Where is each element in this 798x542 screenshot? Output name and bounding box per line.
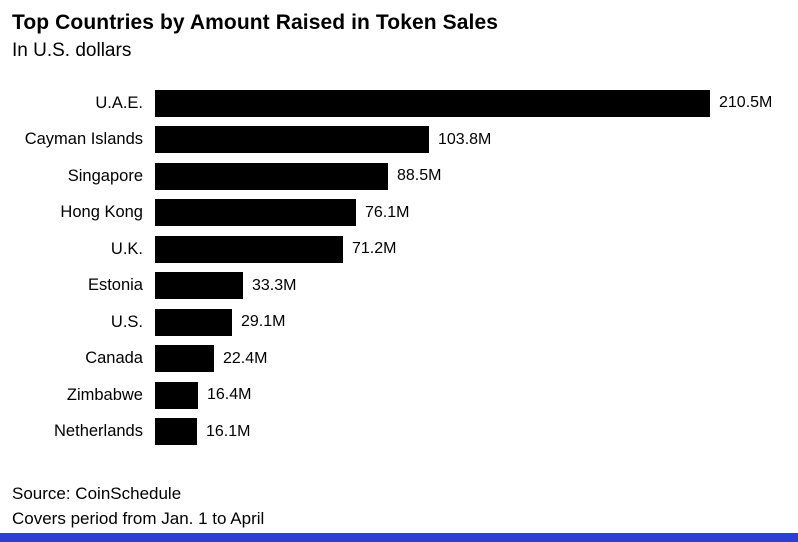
value-label: 16.4M xyxy=(207,386,252,404)
bar xyxy=(155,89,710,117)
chart-header: Top Countries by Amount Raised in Token … xyxy=(0,0,798,63)
bar xyxy=(155,272,243,300)
value-label: 88.5M xyxy=(397,167,442,185)
value-label: 103.8M xyxy=(438,130,492,148)
category-label: Netherlands xyxy=(54,422,143,441)
source-text: Source: CoinSchedule xyxy=(12,484,182,503)
bar-track: 16.4M xyxy=(155,377,784,414)
bar xyxy=(155,345,214,373)
bar xyxy=(155,199,356,227)
bar xyxy=(155,235,343,263)
chart-row: Netherlands 16.1M xyxy=(12,414,784,451)
category-label: Zimbabwe xyxy=(66,385,143,404)
value-label: 210.5M xyxy=(719,94,773,112)
chart-row: U.A.E. 210.5M xyxy=(12,85,784,122)
value-label: 16.1M xyxy=(206,422,251,440)
category-label: Hong Kong xyxy=(60,203,143,222)
chart-row: Cayman Islands 103.8M xyxy=(12,122,784,159)
chart-row: Canada 22.4M xyxy=(12,341,784,378)
bottom-accent-bar xyxy=(0,533,798,542)
category-label: Estonia xyxy=(87,276,143,295)
bar-track: 22.4M xyxy=(155,341,784,378)
bar-track: 103.8M xyxy=(155,122,784,159)
bar-track: 210.5M xyxy=(155,85,784,122)
value-label: 29.1M xyxy=(241,313,286,331)
bar-track: 33.3M xyxy=(155,268,784,305)
chart-title: Top Countries by Amount Raised in Token … xyxy=(12,11,499,34)
chart-subtitle: In U.S. dollars xyxy=(12,40,132,62)
chart-row: U.K. 71.2M xyxy=(12,231,784,268)
bar-track: 88.5M xyxy=(155,158,784,195)
chart-row: U.S. 29.1M xyxy=(12,304,784,341)
category-label: Singapore xyxy=(67,166,143,185)
bar xyxy=(155,381,198,409)
chart-footer: Source: CoinSchedule Covers period from … xyxy=(0,482,798,531)
value-label: 76.1M xyxy=(365,203,410,221)
chart-row: Estonia 33.3M xyxy=(12,268,784,305)
value-label: 33.3M xyxy=(252,276,297,294)
category-label: U.K. xyxy=(110,239,143,258)
category-label: Canada xyxy=(85,349,143,368)
coverage-note: Covers period from Jan. 1 to April xyxy=(12,508,265,528)
value-label: 22.4M xyxy=(223,349,268,367)
bar xyxy=(155,418,197,446)
bar-track: 16.1M xyxy=(155,414,784,451)
category-label: U.A.E. xyxy=(95,93,143,112)
chart-rows: U.A.E. 210.5M Cayman Islands 103.8M Singapor… xyxy=(0,85,798,450)
bar xyxy=(155,126,429,154)
bar-track: 71.2M xyxy=(155,231,784,268)
category-label: Cayman Islands xyxy=(24,130,143,149)
value-label: 71.2M xyxy=(352,240,397,258)
chart-row: Hong Kong 76.1M xyxy=(12,195,784,232)
bar xyxy=(155,162,388,190)
chart-row: Zimbabwe 16.4M xyxy=(12,377,784,414)
chart-row: Singapore 88.5M xyxy=(12,158,784,195)
bar xyxy=(155,308,232,336)
bar-track: 76.1M xyxy=(155,195,784,232)
category-label: U.S. xyxy=(110,312,143,331)
bar-track: 29.1M xyxy=(155,304,784,341)
